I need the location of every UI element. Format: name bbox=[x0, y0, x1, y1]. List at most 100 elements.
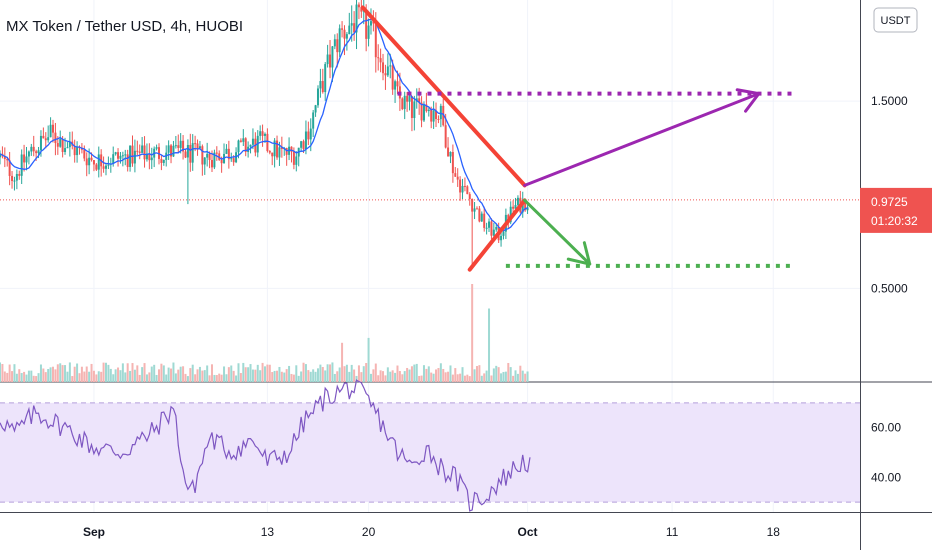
candle-body bbox=[230, 158, 232, 159]
volume-bar bbox=[64, 365, 66, 382]
volume-bar bbox=[71, 376, 73, 382]
volume-bar bbox=[334, 374, 336, 382]
volume-bar bbox=[47, 369, 49, 382]
volume-bar bbox=[172, 363, 174, 382]
volume-bar bbox=[290, 374, 292, 382]
volume-bar bbox=[240, 373, 242, 382]
volume-bar bbox=[93, 371, 95, 382]
volume-bar bbox=[430, 373, 432, 382]
volume-bar bbox=[144, 363, 146, 382]
countdown-timer: 01:20:32 bbox=[871, 214, 918, 228]
candle-body bbox=[264, 134, 266, 136]
volume-bar bbox=[153, 365, 155, 382]
chart-title: MX Token / Tether USD, 4h, HUOBI bbox=[6, 18, 243, 35]
volume-bar bbox=[192, 365, 194, 382]
candle-body bbox=[107, 165, 109, 166]
candle-body bbox=[83, 150, 85, 159]
candle-body bbox=[45, 138, 47, 140]
candle-body bbox=[449, 152, 451, 156]
volume-bar bbox=[474, 369, 476, 382]
volume-bar bbox=[189, 368, 191, 382]
volume-bar bbox=[464, 376, 466, 382]
volume-bar bbox=[524, 374, 526, 382]
volume-bar bbox=[105, 363, 107, 382]
volume-bar bbox=[264, 366, 266, 382]
volume-bar bbox=[401, 374, 403, 382]
candle-body bbox=[16, 174, 18, 181]
bullish-arrow-shaft bbox=[525, 94, 759, 186]
volume-bar bbox=[221, 375, 223, 382]
candle-body bbox=[474, 208, 476, 211]
candle-body bbox=[192, 143, 194, 162]
volume-bar bbox=[86, 367, 88, 382]
candle-body bbox=[187, 145, 189, 157]
candle-body bbox=[445, 125, 447, 147]
candle-body bbox=[464, 186, 466, 187]
volume-bar bbox=[274, 371, 276, 382]
candle-body bbox=[392, 65, 394, 89]
candle-body bbox=[18, 174, 20, 176]
candle-body bbox=[440, 106, 442, 119]
volume-bar bbox=[9, 365, 11, 382]
candle-body bbox=[428, 110, 430, 111]
volume-bar bbox=[281, 372, 283, 382]
candle-body bbox=[211, 160, 213, 167]
volume-bar bbox=[129, 371, 131, 382]
candle-body bbox=[358, 5, 360, 8]
candle-body bbox=[240, 141, 242, 142]
candle-body bbox=[42, 136, 44, 138]
candle-body bbox=[64, 148, 66, 152]
volume-bar bbox=[223, 366, 225, 382]
volume-bar bbox=[52, 367, 54, 382]
candle-body bbox=[21, 155, 23, 176]
candle-body bbox=[59, 139, 61, 147]
volume-bar bbox=[505, 372, 507, 382]
candle-body bbox=[382, 62, 384, 73]
candle-body bbox=[462, 186, 464, 193]
volume-bar bbox=[404, 371, 406, 382]
volume-bar bbox=[310, 372, 312, 382]
volume-bar bbox=[360, 372, 362, 382]
volume-bar bbox=[502, 372, 504, 382]
candle-body bbox=[317, 88, 319, 105]
wedge-upper-line bbox=[363, 7, 525, 185]
volume-bar bbox=[469, 376, 471, 382]
candle-body bbox=[105, 166, 107, 169]
date-tick-label: Sep bbox=[83, 525, 105, 539]
volume-bar bbox=[177, 370, 179, 382]
candle-body bbox=[131, 146, 133, 164]
volume-bar bbox=[346, 365, 348, 382]
candle-body bbox=[315, 105, 317, 112]
volume-bar bbox=[103, 363, 105, 382]
volume-bar bbox=[519, 366, 521, 382]
volume-bar bbox=[319, 365, 321, 382]
volume-bar bbox=[493, 368, 495, 382]
candle-body bbox=[156, 147, 158, 149]
currency-label: USDT bbox=[881, 15, 911, 27]
volume-bar bbox=[305, 364, 307, 382]
volume-bar bbox=[141, 367, 143, 382]
volume-bar bbox=[288, 366, 290, 382]
volume-bar bbox=[259, 370, 261, 382]
volume-bar bbox=[6, 373, 8, 382]
candle-body bbox=[175, 145, 177, 146]
volume-bar bbox=[206, 365, 208, 382]
volume-bar bbox=[490, 375, 492, 382]
candle-body bbox=[459, 180, 461, 193]
volume-bar bbox=[4, 371, 6, 382]
volume-bar bbox=[498, 367, 500, 382]
candle-body bbox=[151, 158, 153, 161]
currency-button[interactable]: USDT bbox=[874, 8, 917, 32]
volume-bar bbox=[122, 363, 124, 382]
candle-body bbox=[324, 64, 326, 92]
volume-bar bbox=[194, 374, 196, 382]
volume-bar bbox=[213, 375, 215, 382]
volume-bars bbox=[0, 284, 529, 382]
candle-body bbox=[486, 228, 488, 229]
candle-body bbox=[500, 236, 502, 240]
volume-bar bbox=[527, 371, 529, 382]
candle-body bbox=[327, 55, 329, 65]
candle-body bbox=[86, 158, 88, 165]
candle-body bbox=[93, 160, 95, 164]
candle-body bbox=[488, 221, 490, 227]
